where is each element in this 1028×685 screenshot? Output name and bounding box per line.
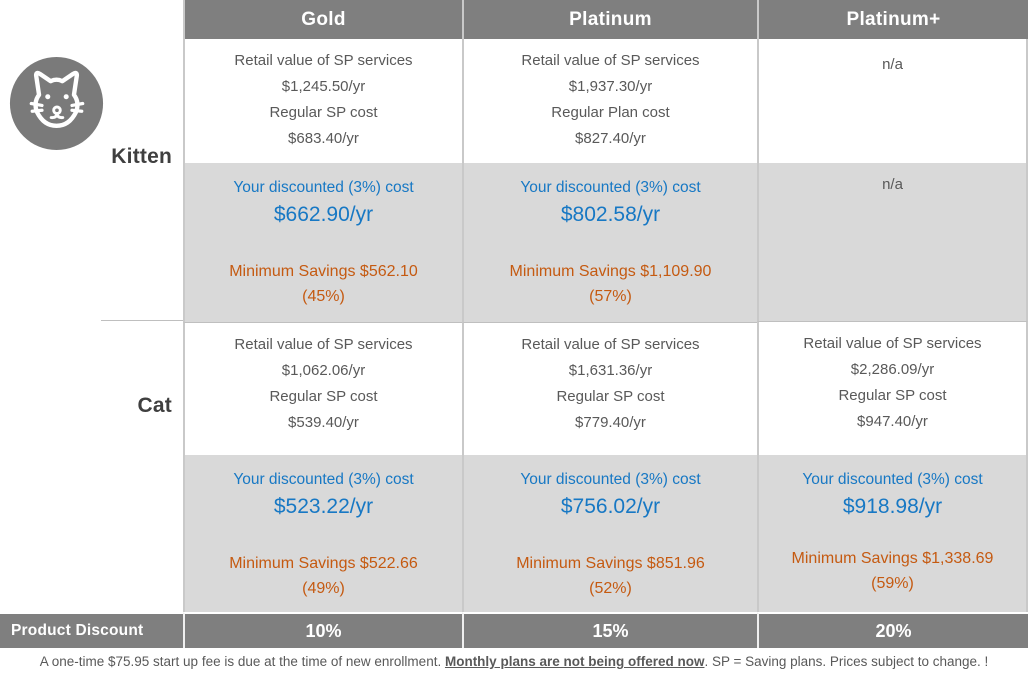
product-discount-platinum: 15% [462,612,757,648]
retail-value: $1,062.06/yr [281,362,366,379]
savings-percent: (57%) [589,288,632,305]
cat-face-icon [8,55,105,152]
kitten-platinum-discount-cell: Your discounted (3%) cost $802.58/yr Min… [462,163,757,322]
footnote: A one-time $75.95 start up fee is due at… [0,654,1028,669]
footnote-bold-text: Monthly plans are not being offered now [444,654,705,669]
plan-name: Gold [301,8,346,30]
cat-gold-retail-cell: Retail value of SP services $1,062.06/yr… [183,322,462,455]
savings-percent: (59%) [871,575,914,592]
cat-platinum-discount-cell: Your discounted (3%) cost $756.02/yr Min… [462,455,757,612]
discount-value: $523.22/yr [273,495,374,518]
regular-label: Regular Plan cost [551,104,670,121]
cat-platinum-retail-cell: Retail value of SP services $1,631.36/yr… [462,322,757,455]
savings-value: Minimum Savings $851.96 [516,555,705,572]
kitten-platinum-retail-cell: Retail value of SP services $1,937.30/yr… [462,39,757,163]
regular-label: Regular SP cost [838,387,947,404]
kitten-platinum-plus-retail-cell: n/a [757,39,1028,163]
discount-label: Your discounted (3%) cost [233,471,414,488]
savings-percent: (45%) [302,288,345,305]
discount-value: $918.98/yr [842,495,943,518]
regular-value: $947.40/yr [857,413,928,430]
corner-spacer [0,0,183,39]
discount-label: Your discounted (3%) cost [520,471,701,488]
footnote-text-1: A one-time $75.95 start up fee is due at… [39,654,445,669]
cat-platinum-plus-discount-cell: Your discounted (3%) cost $918.98/yr Min… [757,455,1028,612]
discount-label: Your discounted (3%) cost [802,471,983,488]
column-header-platinum-plus: Platinum+ [757,0,1028,39]
savings-percent: (52%) [589,580,632,597]
column-header-platinum: Platinum [462,0,757,39]
kitten-gold-discount-cell: Your discounted (3%) cost $662.90/yr Min… [183,163,462,322]
cat-platinum-plus-retail-cell: Retail value of SP services $2,286.09/yr… [757,322,1028,455]
kitten-row-header: Kitten [0,39,183,322]
regular-label: Regular SP cost [269,104,378,121]
retail-label: Retail value of SP services [521,336,700,353]
regular-value: $683.40/yr [288,130,359,147]
retail-label: Retail value of SP services [234,336,413,353]
cat-gold-discount-cell: Your discounted (3%) cost $523.22/yr Min… [183,455,462,612]
discount-label: Your discounted (3%) cost [520,179,701,196]
product-discount-platinum-plus: 20% [757,612,1028,648]
regular-label: Regular SP cost [269,388,378,405]
retail-value: $2,286.09/yr [850,361,935,378]
row-label-kitten: Kitten [111,145,172,168]
kitten-gold-retail-cell: Retail value of SP services $1,245.50/yr… [183,39,462,163]
savings-percent: (49%) [302,580,345,597]
discount-value: $802.58/yr [560,203,661,226]
savings-value: Minimum Savings $522.66 [229,555,418,572]
column-header-gold: Gold [183,0,462,39]
retail-value: $1,631.36/yr [568,362,653,379]
regular-value: $779.40/yr [575,414,646,431]
discount-value: $756.02/yr [560,495,661,518]
na-value: n/a [882,56,903,73]
product-discount-label: Product Discount [0,612,183,648]
plan-name: Platinum+ [846,8,941,30]
product-discount-gold: 10% [183,612,462,648]
regular-value: $539.40/yr [288,414,359,431]
regular-label: Regular SP cost [556,388,665,405]
regular-value: $827.40/yr [575,130,646,147]
kitten-platinum-plus-discount-cell: n/a [757,163,1028,322]
na-value: n/a [882,176,903,193]
savings-value: Minimum Savings $1,109.90 [509,263,712,280]
kitten-cat-divider [101,320,183,321]
savings-value: Minimum Savings $562.10 [229,263,418,280]
discount-label: Your discounted (3%) cost [233,179,414,196]
row-label-cat: Cat [137,394,172,417]
retail-value: $1,937.30/yr [568,78,653,95]
footnote-text-2: . SP = Saving plans. Prices subject to c… [704,654,989,669]
discount-value: $662.90/yr [273,203,374,226]
retail-label: Retail value of SP services [234,52,413,69]
pricing-table: Gold Platinum Platinum+ Ki [0,0,1028,648]
retail-value: $1,245.50/yr [281,78,366,95]
retail-label: Retail value of SP services [521,52,700,69]
retail-label: Retail value of SP services [803,335,982,352]
plan-name: Platinum [569,8,652,30]
cat-row-header: Cat [0,322,183,612]
savings-value: Minimum Savings $1,338.69 [791,550,994,567]
